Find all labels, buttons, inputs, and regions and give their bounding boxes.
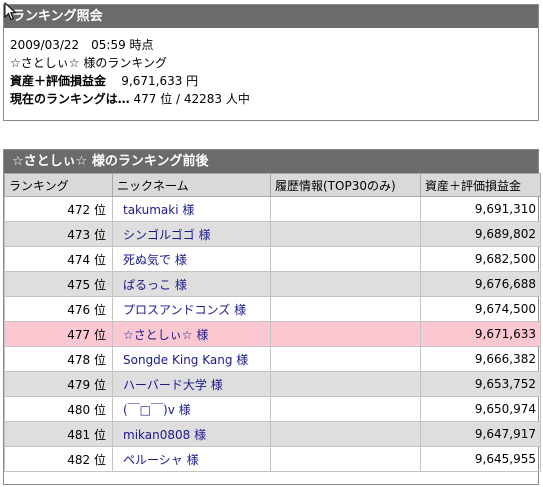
nickname-cell: ぱるっこ 様 (112, 271, 271, 297)
neighborhood-title: ☆さとしぃ☆ 様のランキング前後 (4, 150, 538, 173)
current-label: 現在のランキングは… (10, 92, 130, 106)
history-cell (270, 321, 421, 347)
ranking-table: ランキング ニックネーム 履歴情報(TOP30のみ) 資産＋評価損益金 472 … (4, 173, 541, 472)
rank-cell: 472 位 (4, 196, 113, 222)
table-row: 480 位 (￣□￣)v 様 9,650,974 (4, 396, 541, 422)
nickname-cell: ペルーシャ 様 (112, 446, 271, 472)
nickname-cell: シンゴルゴゴ 様 (112, 221, 271, 247)
asset-label: 資産＋評価損益金 (10, 74, 107, 88)
rank-cell: 480 位 (4, 396, 113, 422)
history-cell (270, 246, 421, 272)
history-cell (270, 396, 421, 422)
nickname-cell: takumaki 様 (112, 196, 271, 222)
history-cell (270, 421, 421, 447)
col-history-header: 履歴情報(TOP30のみ) (270, 173, 421, 197)
col-nick-header: ニックネーム (112, 173, 271, 197)
col-rank-header: ランキング (4, 173, 113, 197)
nickname-cell: 死ぬ気で 様 (112, 246, 271, 272)
history-cell (270, 221, 421, 247)
value-cell: 9,682,500 (420, 246, 541, 272)
value-cell: 9,653,752 (420, 371, 541, 397)
ranking-table-header: ランキング ニックネーム 履歴情報(TOP30のみ) 資産＋評価損益金 (4, 173, 541, 197)
value-cell: 9,666,382 (420, 346, 541, 372)
table-row: 479 位ハーバード大学 様 9,653,752 (4, 371, 541, 397)
table-row: 482 位ペルーシャ 様 9,645,955 (4, 446, 541, 472)
value-cell: 9,676,688 (420, 271, 541, 297)
table-row: 475 位ぱるっこ 様 9,676,688 (4, 271, 541, 297)
summary-user-ranking: ☆さとしぃ☆ 様のランキング (10, 56, 167, 70)
table-row-current-user: 477 位 ☆さとしぃ☆ 様 9,671,633 (4, 321, 541, 347)
ranking-summary-panel: ランキング照会 2009/03/22 05:59 時点 ☆さとしぃ☆ 様のランキ… (3, 4, 539, 121)
table-row: 473 位シンゴルゴゴ 様 9,689,802 (4, 221, 541, 247)
table-row: 478 位 Songde King Kang 様 9,666,382 (4, 346, 541, 372)
table-row: 481 位 mikan0808 様 9,647,917 (4, 421, 541, 447)
rank-cell: 474 位 (4, 246, 113, 272)
history-cell (270, 296, 421, 322)
table-row: 472 位 takumaki 様 9,691,310 (4, 196, 541, 222)
nickname-cell: プロスアンドコンズ 様 (112, 296, 271, 322)
nickname-cell: Songde King Kang 様 (112, 346, 271, 372)
nickname-cell: ハーバード大学 様 (112, 371, 271, 397)
summary-asset-row: 資産＋評価損益金 9,671,633 円 (10, 72, 538, 90)
rank-cell: 476 位 (4, 296, 113, 322)
table-row: 476 位プロスアンドコンズ 様 9,674,500 (4, 296, 541, 322)
nickname-cell: (￣□￣)v 様 (112, 396, 271, 422)
value-cell: 9,647,917 (420, 421, 541, 447)
asset-value: 9,671,633 円 (121, 74, 199, 88)
value-cell: 9,645,955 (420, 446, 541, 472)
rank-cell: 473 位 (4, 221, 113, 247)
history-cell (270, 271, 421, 297)
nickname-cell: ☆さとしぃ☆ 様 (112, 321, 271, 347)
history-cell (270, 446, 421, 472)
ranking-neighborhood-panel: ☆さとしぃ☆ 様のランキング前後 ランキング ニックネーム 履歴情報(TOP30… (3, 149, 541, 485)
rank-cell: 482 位 (4, 446, 113, 472)
rank-cell: 481 位 (4, 421, 113, 447)
value-cell: 9,674,500 (420, 296, 541, 322)
nickname-cell: mikan0808 様 (112, 421, 271, 447)
summary-current-row: 現在のランキングは… 477 位 / 42283 人中 (10, 90, 538, 108)
rank-cell: 477 位 (4, 321, 113, 347)
summary-datetime: 2009/03/22 05:59 時点 (10, 38, 154, 52)
value-cell: 9,671,633 (420, 321, 541, 347)
mouse-pointer-icon (4, 2, 17, 21)
value-cell: 9,650,974 (420, 396, 541, 422)
current-value: 477 位 / 42283 人中 (133, 92, 250, 106)
summary-title: ランキング照会 (4, 5, 538, 28)
value-cell: 9,689,802 (420, 221, 541, 247)
history-cell (270, 371, 421, 397)
col-value-header: 資産＋評価損益金 (420, 173, 541, 197)
rank-cell: 478 位 (4, 346, 113, 372)
table-row: 474 位死ぬ気で 様 9,682,500 (4, 246, 541, 272)
rank-cell: 475 位 (4, 271, 113, 297)
value-cell: 9,691,310 (420, 196, 541, 222)
history-cell (270, 196, 421, 222)
summary-info: 2009/03/22 05:59 時点 ☆さとしぃ☆ 様のランキング 資産＋評価… (4, 28, 538, 108)
rank-cell: 479 位 (4, 371, 113, 397)
history-cell (270, 346, 421, 372)
